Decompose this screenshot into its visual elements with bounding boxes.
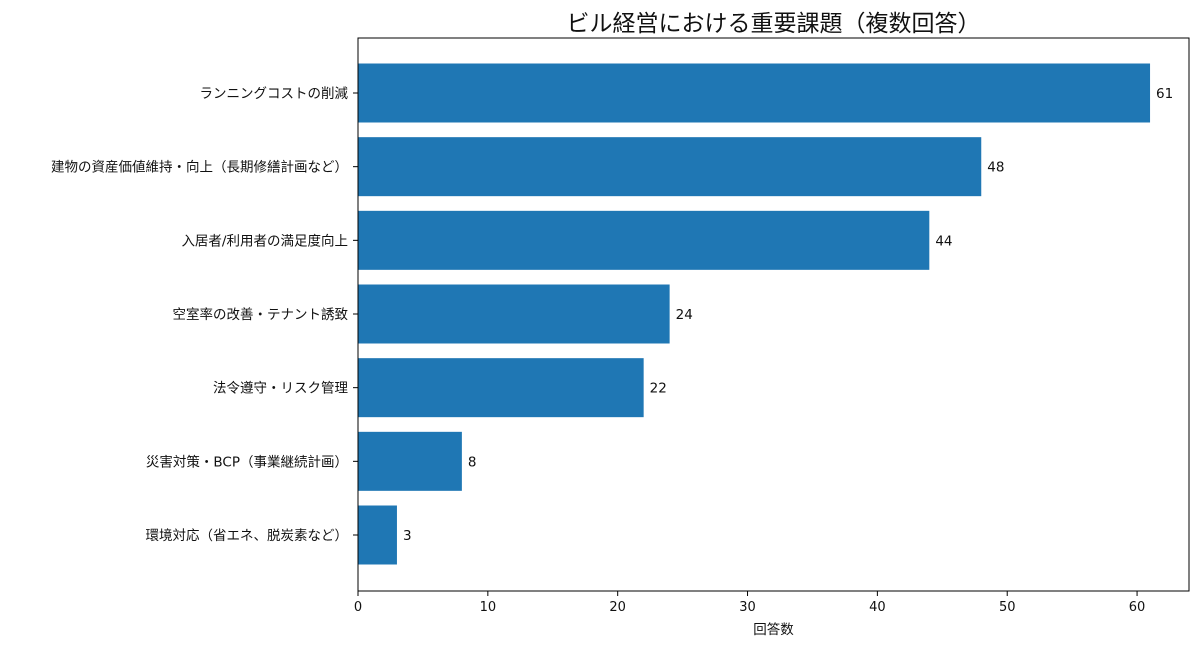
category-label: 入居者/利用者の満足度向上 (181, 233, 348, 249)
bar (358, 210, 930, 270)
x-tick-label: 10 (480, 600, 497, 615)
category-label: 環境対応（省エネ、脱炭素など） (146, 528, 349, 544)
x-tick-label: 40 (869, 600, 886, 615)
bar (358, 137, 982, 197)
x-tick-label: 60 (1129, 600, 1146, 615)
category-label: ランニングコストの削減 (200, 85, 349, 102)
bar (358, 63, 1151, 123)
data-label: 22 (650, 381, 667, 397)
data-label: 61 (1156, 86, 1173, 102)
category-label: 建物の資産価値維持・向上（長期修繕計画など） (51, 159, 348, 176)
plot-frame (357, 37, 1190, 592)
data-label: 24 (676, 307, 693, 323)
category-label: 法令遵守・リスク管理 (213, 380, 348, 397)
category-label: 空室率の改善・テナント誘致 (173, 306, 349, 323)
x-axis-label: 回答数 (753, 621, 794, 638)
bar (358, 505, 397, 565)
data-label: 3 (403, 528, 412, 544)
data-label: 48 (987, 160, 1004, 176)
bar (358, 358, 644, 418)
bar (358, 284, 670, 344)
x-tick-label: 50 (999, 600, 1016, 615)
bars-layer (358, 63, 1151, 565)
x-tick-label: 30 (739, 600, 756, 615)
x-tick-label: 20 (609, 600, 626, 615)
category-label: 災害対策・BCP（事業継続計画） (146, 453, 348, 470)
chart-title: ビル経営における重要課題（複数回答） (567, 11, 981, 37)
data-label: 44 (935, 233, 952, 249)
data-label: 8 (468, 454, 477, 470)
bar (358, 431, 462, 491)
x-tick-label: 0 (354, 600, 362, 615)
x-axis: 0 10 20 30 40 50 60 (354, 591, 1145, 615)
data-labels: 61 48 44 24 22 8 3 (403, 86, 1173, 544)
